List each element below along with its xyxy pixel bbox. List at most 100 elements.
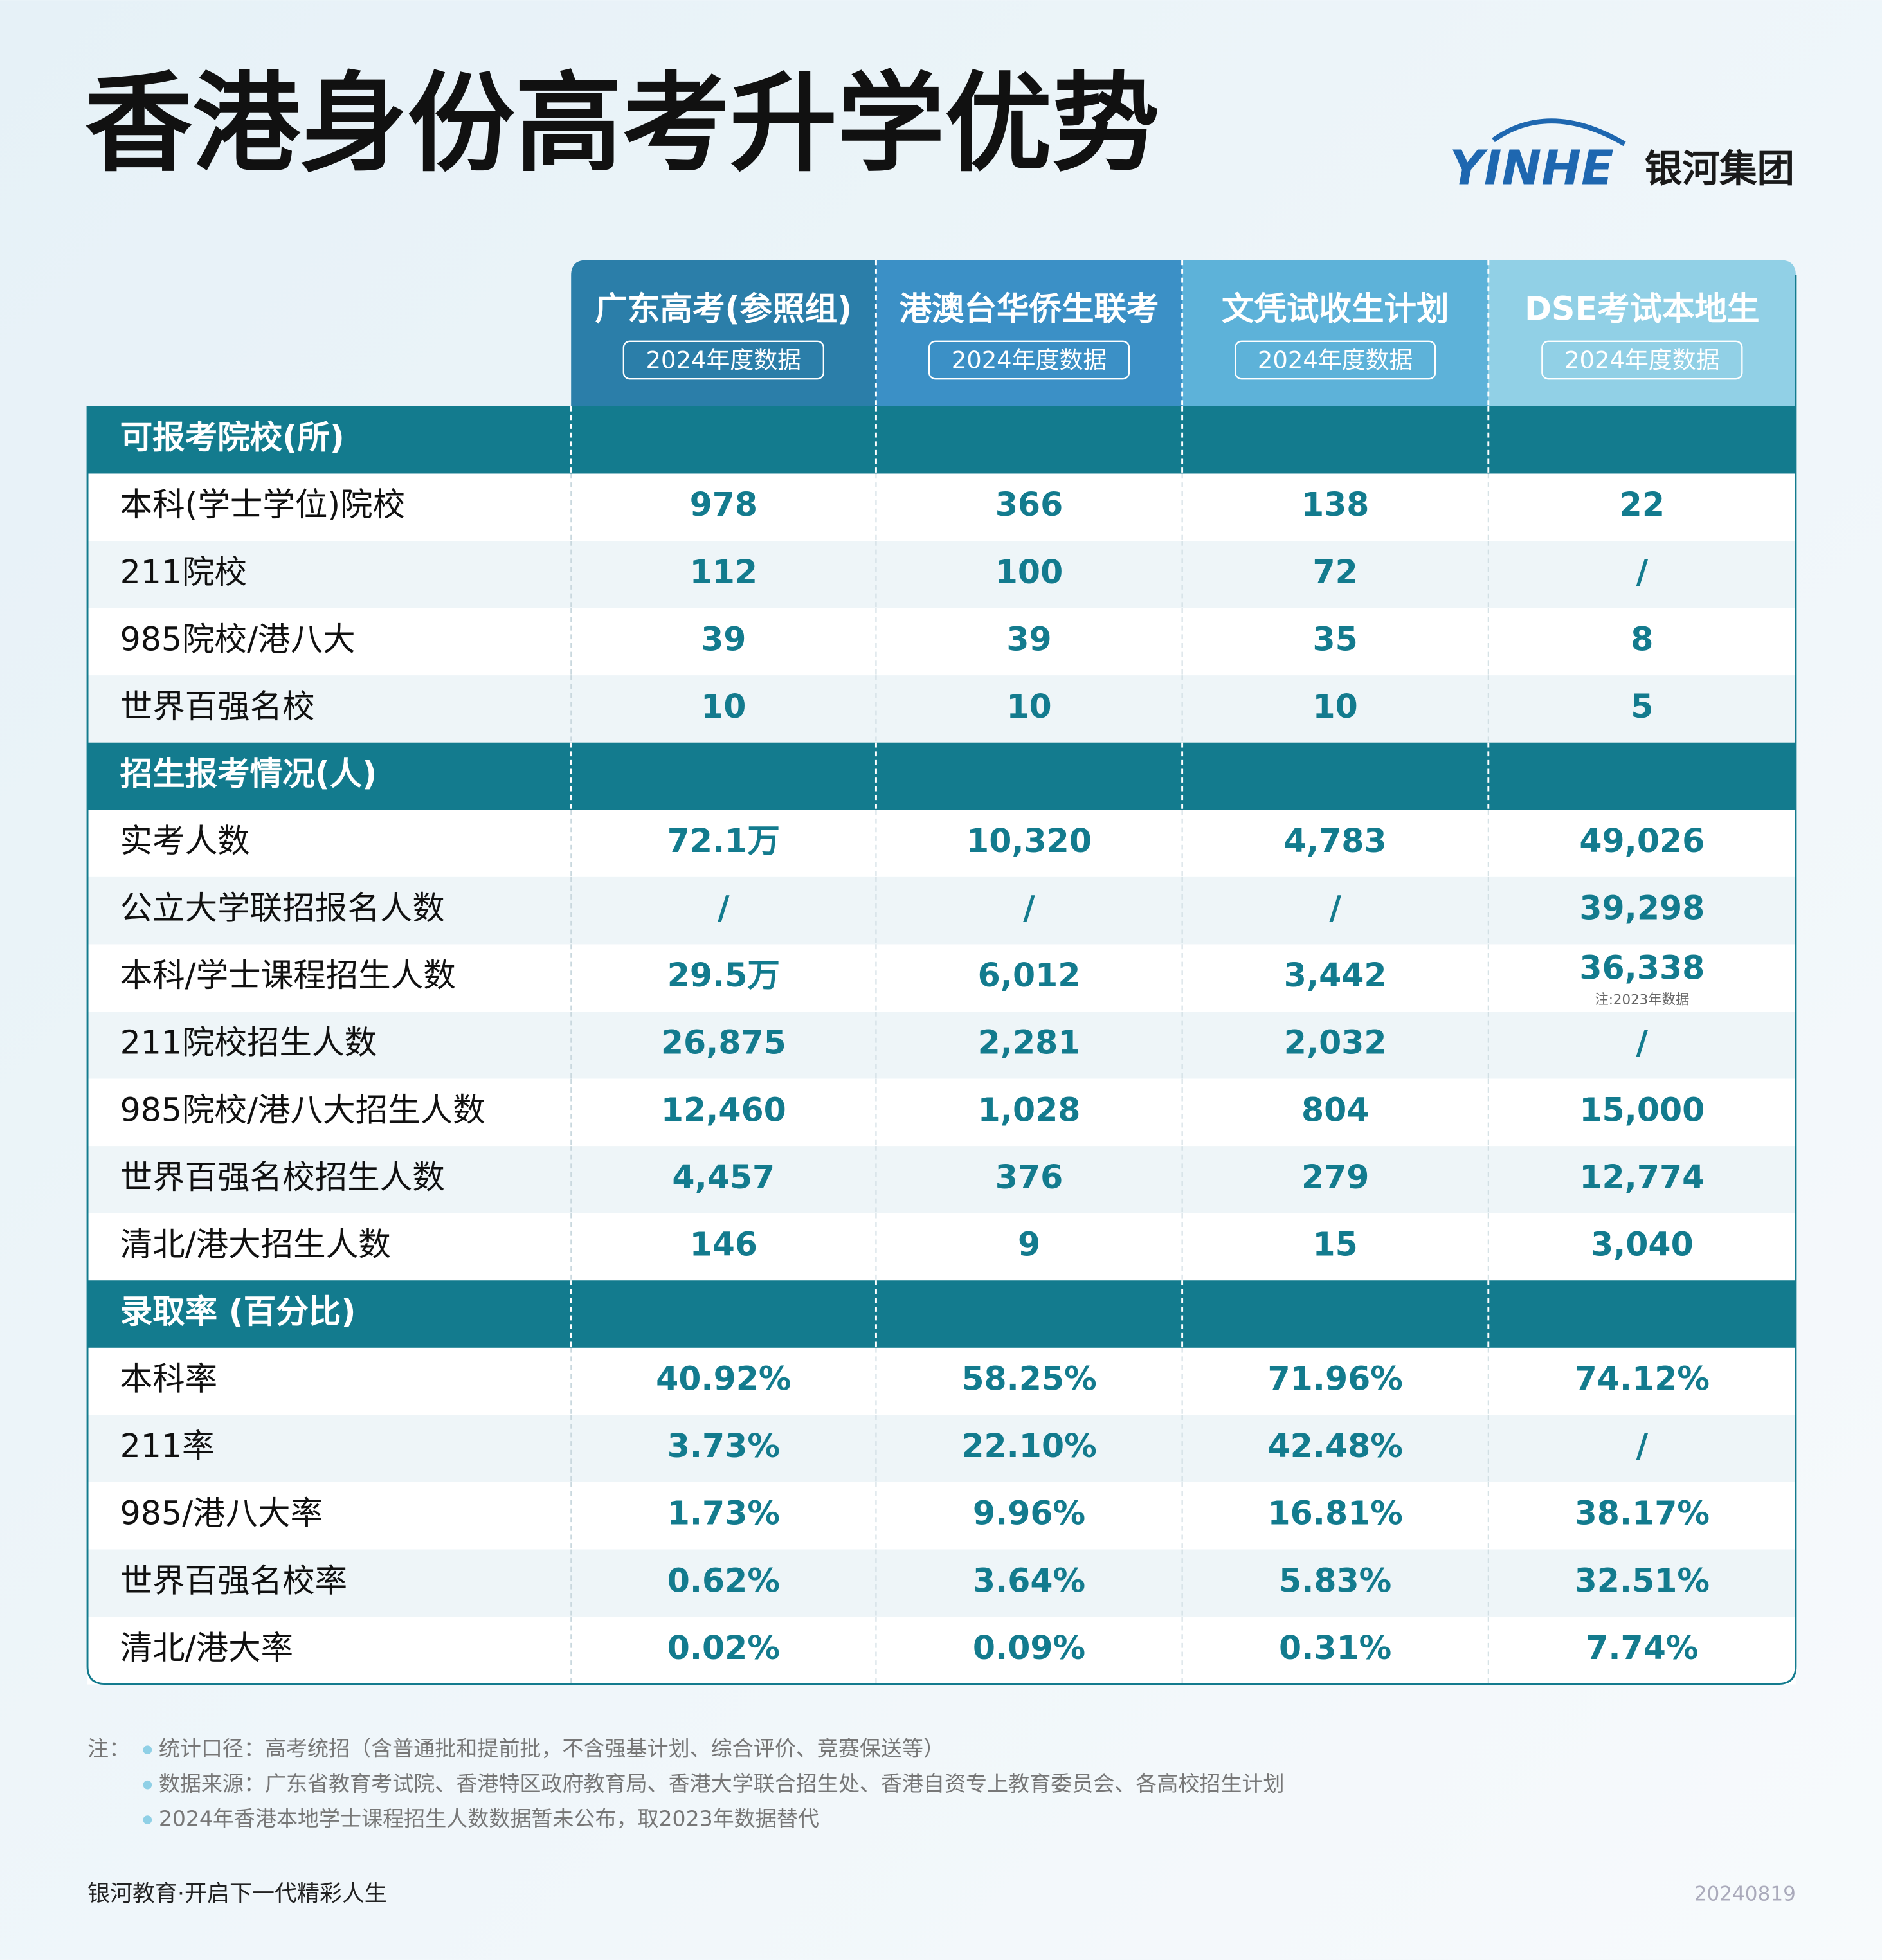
cell-value: 58.25% xyxy=(961,1360,1096,1398)
cell-value: 29.5万 xyxy=(667,956,780,994)
cell-value: 978 xyxy=(690,485,757,523)
section-title: 可报考院校(所) xyxy=(120,419,345,457)
cell-value: 138 xyxy=(1301,485,1369,523)
row-label: 世界百强名校招生人数 xyxy=(120,1158,445,1196)
column-subtitle: 2024年度数据 xyxy=(1258,346,1413,374)
logo-arc xyxy=(1492,118,1626,147)
column-title: 广东高考(参照组) xyxy=(595,290,852,328)
cell-value: 8 xyxy=(1631,620,1653,658)
cell-value: 42.48% xyxy=(1267,1427,1402,1465)
cell-value: 10 xyxy=(1006,687,1051,725)
cell-value: 12,460 xyxy=(661,1091,786,1129)
row-label: 本科/学士课程招生人数 xyxy=(120,956,456,994)
row-label: 实考人数 xyxy=(120,822,250,860)
column-title: 港澳台华侨生联考 xyxy=(899,290,1159,328)
section-row xyxy=(87,742,1796,811)
slogan: 银河教育·开启下一代精彩人生 xyxy=(87,1882,387,1907)
notes-label: 注： xyxy=(87,1736,130,1761)
cell-value: 0.09% xyxy=(973,1629,1085,1667)
cell-value: 4,457 xyxy=(672,1158,775,1196)
row-label: 世界百强名校 xyxy=(120,687,315,725)
table-row xyxy=(87,1617,1796,1685)
row-label: 211率 xyxy=(120,1427,215,1465)
cell-value: 7.74% xyxy=(1586,1629,1698,1667)
cell-value: / xyxy=(1636,1024,1649,1062)
cell-value: 15,000 xyxy=(1579,1091,1705,1129)
row-label: 清北/港大招生人数 xyxy=(120,1225,391,1263)
cell-value: 1.73% xyxy=(667,1494,780,1532)
row-label: 公立大学联招报名人数 xyxy=(120,889,445,927)
cell-value: 49,026 xyxy=(1579,822,1705,860)
row-label: 清北/港大率 xyxy=(120,1629,294,1667)
cell-value: 112 xyxy=(690,553,757,591)
table-border xyxy=(86,275,1797,1685)
title: 香港身份高考升学优势 xyxy=(85,62,1159,186)
logo-brand: YINHE xyxy=(1450,141,1614,196)
cell-value: 39 xyxy=(701,620,746,658)
table-row xyxy=(87,473,1796,542)
header-cell xyxy=(876,260,1182,406)
note-item: 2024年香港本地学士课程招生人数数据暂未公布，取2023年数据替代 xyxy=(159,1806,819,1831)
cell-value: 10,320 xyxy=(966,822,1092,860)
note-item: 统计口径：高考统招（含普通批和提前批，不含强基计划、综合评价、竞赛保送等） xyxy=(159,1736,945,1761)
cell-value: 72 xyxy=(1313,553,1358,591)
row-label: 211院校招生人数 xyxy=(120,1024,377,1062)
header-cell xyxy=(571,260,876,406)
cell-value: / xyxy=(1636,1427,1649,1465)
cell-value: 0.02% xyxy=(667,1629,780,1667)
cell-value: 0.62% xyxy=(667,1561,780,1599)
cell-value: 3,040 xyxy=(1591,1225,1694,1263)
table-row xyxy=(87,1078,1796,1147)
column-subtitle: 2024年度数据 xyxy=(1564,346,1720,374)
cell-value: / xyxy=(1023,889,1035,927)
column-subtitle: 2024年度数据 xyxy=(646,346,802,374)
row-label: 211院校 xyxy=(120,553,247,591)
notes: 注： 统计口径：高考统招（含普通批和提前批，不含强基计划、综合评价、竞赛保送等） 数… xyxy=(87,1736,1284,1831)
table: 广东高考(参照组) 2024年度数据 港澳台华侨生联考 2024年度数据 文凭试收生计划… xyxy=(86,260,1797,1685)
column-badge xyxy=(1541,340,1743,380)
section-row xyxy=(87,406,1796,475)
row-label: 985院校/港八大 xyxy=(120,620,356,658)
column-title: DSE考试本地生 xyxy=(1525,290,1759,328)
cell-value: 376 xyxy=(995,1158,1063,1196)
table-row xyxy=(87,810,1796,878)
table-row xyxy=(87,1415,1796,1483)
cell-value: 366 xyxy=(995,485,1063,523)
cell-value: 12,774 xyxy=(1579,1158,1705,1196)
cell-value: 3.64% xyxy=(973,1561,1085,1599)
row-label: 本科率 xyxy=(120,1360,218,1398)
cell-value: 100 xyxy=(995,553,1063,591)
table-row xyxy=(87,675,1796,743)
cell-value: 0.31% xyxy=(1279,1629,1391,1667)
cell-value: 10 xyxy=(1313,687,1358,725)
cell-value: 40.92% xyxy=(656,1360,791,1398)
cell-value: 15 xyxy=(1313,1225,1358,1263)
cell-value: 26,875 xyxy=(661,1024,786,1062)
cell-value: 9 xyxy=(1018,1225,1040,1263)
table-row xyxy=(87,1347,1796,1416)
note-bullet xyxy=(143,1780,152,1790)
cell-value: 2,281 xyxy=(978,1024,1081,1062)
date: 20240819 xyxy=(1694,1883,1796,1906)
column-badge xyxy=(1235,340,1436,380)
cell-value: 146 xyxy=(690,1225,757,1263)
cell-value: / xyxy=(718,889,730,927)
section-title: 录取率 (百分比) xyxy=(120,1293,356,1330)
logo-company: 银河集团 xyxy=(1645,147,1795,191)
section-row xyxy=(87,1280,1796,1348)
cell-value: 22.10% xyxy=(961,1427,1096,1465)
table-row xyxy=(87,608,1796,676)
row-label: 985院校/港八大招生人数 xyxy=(120,1091,485,1129)
cell-value: 279 xyxy=(1301,1158,1369,1196)
cell-value: 74.12% xyxy=(1575,1360,1710,1398)
cell-value: 38.17% xyxy=(1575,1494,1710,1532)
note-bullet xyxy=(143,1745,152,1755)
table-row xyxy=(87,1011,1796,1080)
cell-value: 804 xyxy=(1301,1091,1369,1129)
cell-value: 9.96% xyxy=(973,1494,1085,1532)
section-title: 招生报考情况(人) xyxy=(120,755,377,793)
cell-value: 32.51% xyxy=(1575,1561,1710,1599)
cell-value: 35 xyxy=(1313,620,1358,658)
row-label: 本科(学士学位)院校 xyxy=(120,485,406,523)
